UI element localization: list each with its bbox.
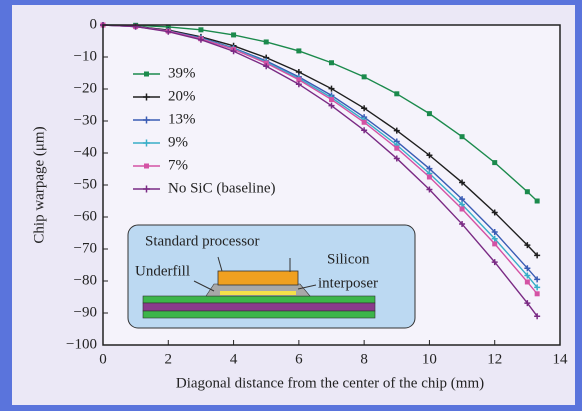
marker: [460, 134, 465, 139]
x-tick-label: 0: [99, 351, 107, 367]
y-tick-label: 0: [90, 16, 98, 32]
marker: [231, 32, 236, 37]
legend-label: No SiC (baseline): [168, 180, 275, 196]
legend-label: 20%: [168, 88, 196, 104]
marker: [535, 199, 540, 204]
y-tick-label: −40: [74, 144, 97, 160]
inset: Standard processor Underfill Silicon int…: [128, 225, 415, 328]
bumps: [220, 291, 296, 295]
y-tick-label: −100: [66, 336, 97, 352]
annotation: Silicon: [327, 251, 370, 267]
x-tick-label: 2: [165, 351, 173, 367]
substrate-core: [143, 303, 375, 311]
marker: [525, 189, 530, 194]
y-tick-label: −80: [74, 272, 97, 288]
legend-label: 7%: [168, 157, 188, 173]
y-tick-label: −20: [74, 80, 97, 96]
x-tick-label: 10: [422, 351, 437, 367]
x-tick-label: 12: [487, 351, 502, 367]
marker: [394, 91, 399, 96]
annotation: Standard processor: [145, 233, 260, 249]
marker: [329, 60, 334, 65]
x-axis-label: Diagonal distance from the center of the…: [176, 375, 484, 391]
legend-marker: [144, 72, 149, 77]
marker: [535, 291, 540, 296]
substrate-bottom: [143, 311, 375, 318]
x-tick-label: 14: [553, 351, 569, 367]
marker: [394, 146, 399, 151]
y-tick-label: −70: [74, 240, 97, 256]
chart: Standard processor Underfill Silicon int…: [0, 0, 582, 411]
marker: [296, 48, 301, 53]
legend-label: 13%: [168, 111, 196, 127]
marker: [427, 111, 432, 116]
x-tick-label: 6: [295, 351, 303, 367]
marker: [329, 97, 334, 102]
substrate-top: [143, 296, 375, 303]
y-tick-label: −60: [74, 208, 97, 224]
y-tick-label: −90: [74, 304, 97, 320]
annotation: interposer: [318, 275, 378, 291]
marker: [198, 27, 203, 32]
marker: [427, 175, 432, 180]
processor-chip: [218, 271, 298, 285]
marker: [362, 74, 367, 79]
marker: [264, 39, 269, 44]
y-axis-label: Chip warpage (μm): [31, 126, 47, 243]
legend-label: 39%: [168, 65, 196, 81]
legend-marker: [144, 164, 149, 169]
page: {"chart_data": {"type": "line", "x_label…: [0, 0, 582, 411]
marker: [525, 279, 530, 284]
y-tick-label: −30: [74, 112, 97, 128]
x-tick-label: 4: [230, 351, 238, 367]
marker: [460, 207, 465, 212]
annotation: Underfill: [135, 263, 190, 279]
marker: [492, 241, 497, 246]
marker: [362, 120, 367, 125]
marker: [492, 160, 497, 165]
y-tick-label: −10: [74, 48, 97, 64]
y-tick-label: −50: [74, 176, 97, 192]
legend-label: 9%: [168, 134, 188, 150]
x-tick-label: 8: [360, 351, 368, 367]
